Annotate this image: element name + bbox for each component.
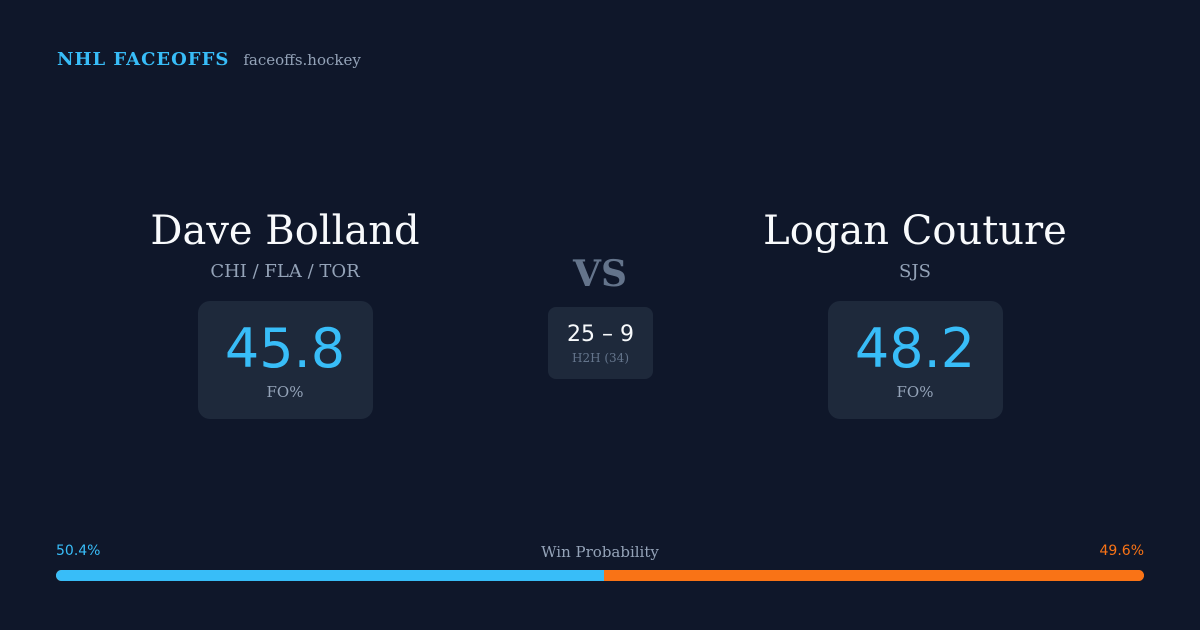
brand-title: NHL FACEOFFS — [57, 49, 230, 70]
head-to-head-card: 25 – 9 H2H (34) — [548, 307, 653, 379]
win-probability-title: Win Probability — [541, 543, 659, 561]
player-left-fo-label: FO% — [266, 383, 304, 401]
player-left-name: Dave Bolland — [150, 208, 420, 254]
head-to-head-score: 25 – 9 — [567, 321, 634, 347]
player-right-fo-value: 48.2 — [854, 317, 976, 380]
brand-header: NHL FACEOFFS faceoffs.hockey — [57, 49, 361, 70]
player-left-stat-card: 45.8 FO% — [197, 301, 373, 419]
brand-site: faceoffs.hockey — [243, 51, 361, 69]
player-right-stat-card: 48.2 FO% — [827, 301, 1003, 419]
player-right-fo-label: FO% — [896, 383, 934, 401]
player-right-teams: SJS — [899, 261, 931, 282]
win-probability-left: 50.4% — [56, 543, 101, 559]
player-right: Logan Couture SJS 48.2 FO% — [705, 205, 1125, 419]
win-probability-bar-right — [604, 570, 1144, 581]
win-probability-bar — [56, 570, 1144, 581]
player-left-teams: CHI / FLA / TOR — [210, 261, 360, 282]
head-to-head-label: H2H (34) — [571, 350, 629, 365]
player-left-fo-value: 45.8 — [224, 317, 346, 380]
player-right-name: Logan Couture — [763, 208, 1067, 254]
player-left: Dave Bolland CHI / FLA / TOR 45.8 FO% — [75, 205, 495, 419]
win-probability-right: 49.6% — [1099, 543, 1144, 559]
win-probability-bar-left — [56, 570, 605, 581]
win-probability-labels: 50.4% Win Probability 49.6% — [56, 543, 1144, 563]
versus-label: VS — [573, 253, 627, 295]
